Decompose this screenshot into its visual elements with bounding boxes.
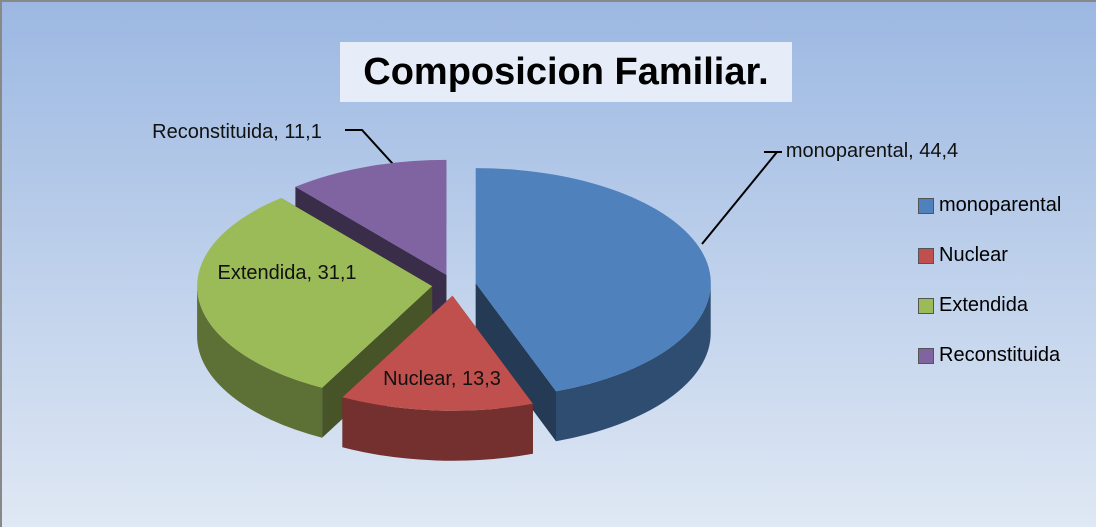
legend-label: Reconstituida	[939, 344, 1061, 366]
slice	[342, 295, 533, 411]
legend-label: monoparental	[939, 194, 1062, 216]
legend-item: monoparental	[918, 194, 1061, 217]
chart-title: Composicion Familiar.	[340, 42, 792, 102]
data-label: Nuclear, 13,3	[383, 368, 501, 390]
slice-wall	[197, 286, 323, 438]
slice	[475, 168, 711, 392]
legend-item: Nuclear	[918, 244, 1008, 267]
slice-wall	[342, 397, 533, 461]
data-label: Reconstituida, 11,1	[152, 121, 322, 143]
legend-label: Nuclear	[939, 244, 1008, 266]
slice	[295, 159, 447, 275]
leader-line	[701, 151, 778, 245]
data-label: monoparental, 44,4	[785, 140, 959, 162]
slice-wall	[556, 283, 711, 442]
legend-item: Extendida	[918, 294, 1028, 317]
legend-swatch	[918, 297, 934, 314]
data-label: Extendida, 31,1	[217, 262, 357, 284]
slice-side	[475, 283, 556, 442]
legend-swatch	[918, 247, 934, 264]
legend-label: Extendida	[939, 294, 1028, 316]
legend-swatch	[918, 197, 934, 214]
slice	[197, 198, 433, 388]
legend-item: Reconstituida	[918, 344, 1060, 367]
legend-swatch	[918, 347, 934, 364]
